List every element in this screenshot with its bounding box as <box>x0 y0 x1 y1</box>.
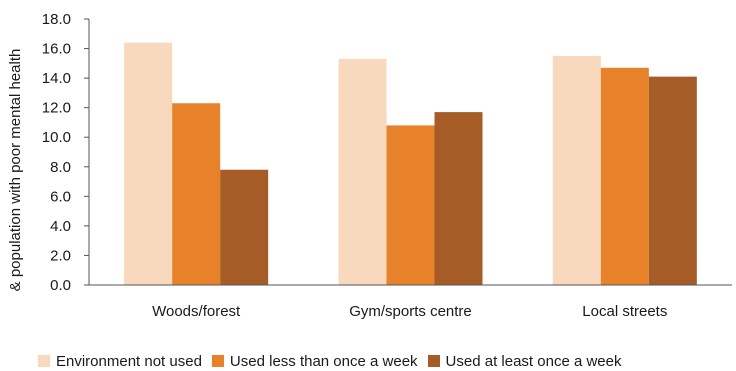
bar-3-woods-forest <box>220 169 269 285</box>
chart-legend: Environment not used Used less than once … <box>38 351 631 371</box>
bar-2-gym-sports-centre <box>386 125 435 286</box>
y-tick-label: 18.0 <box>42 11 71 28</box>
legend-item: Environment not used <box>38 353 202 370</box>
legend-label: Used less than once a week <box>229 352 418 370</box>
x-category-label: Woods/forest <box>152 303 241 320</box>
y-tick-label: 8.0 <box>50 159 71 176</box>
y-tick-label: 14.0 <box>42 70 71 87</box>
y-axis-title: & population with poor mental health <box>7 49 24 292</box>
bar-1-local-streets <box>552 55 601 285</box>
x-category-label: Gym/sports centre <box>349 303 472 320</box>
bar-chart: & population with poor mental health 0.0… <box>7 11 732 320</box>
bar-2-local-streets <box>600 67 649 286</box>
bar-1-gym-sports-centre <box>338 58 387 286</box>
y-tick-label: 0.0 <box>50 277 71 294</box>
bar-3-gym-sports-centre <box>434 112 483 285</box>
legend-label: Used at least once a week <box>445 352 622 370</box>
bar-3-local-streets <box>648 76 697 285</box>
y-tick-label: 4.0 <box>50 218 71 235</box>
legend-item: Used less than once a week <box>211 352 418 370</box>
legend-swatch <box>427 355 440 367</box>
y-tick-label: 10.0 <box>42 129 71 146</box>
y-tick-label: 12.0 <box>42 100 71 117</box>
y-tick-label: 6.0 <box>50 188 71 205</box>
legend-swatch <box>211 355 224 367</box>
x-category-label: Local streets <box>582 303 667 320</box>
legend-swatch <box>38 355 50 367</box>
bar-2-woods-forest <box>172 103 221 285</box>
y-tick-label: 16.0 <box>42 41 71 58</box>
y-tick-label: 2.0 <box>50 247 71 264</box>
legend-item: Used at least once a week <box>427 352 622 370</box>
legend-label: Environment not used <box>56 352 202 370</box>
bar-1-woods-forest <box>124 42 173 286</box>
